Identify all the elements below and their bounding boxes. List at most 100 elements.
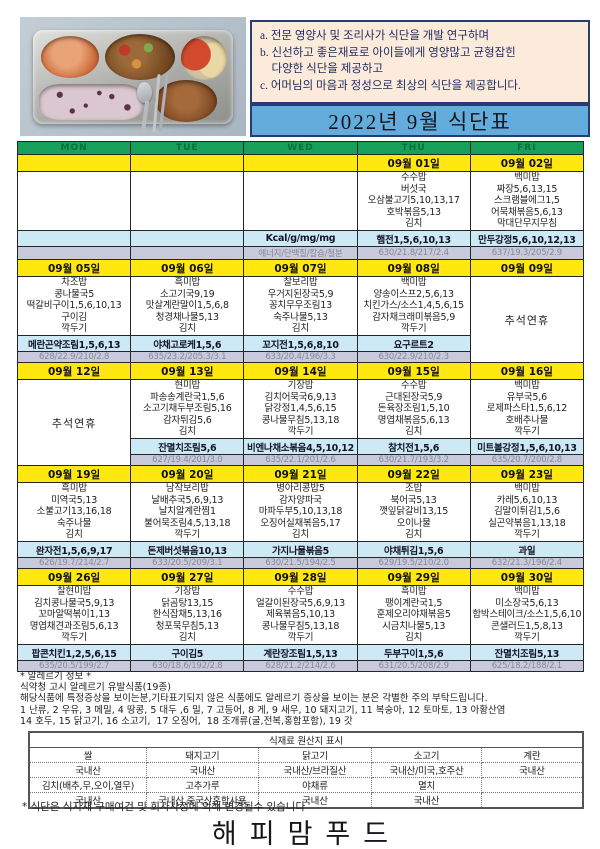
origin-table-body: 쌀 돼지고기 닭고기 소고기 계란 국내산 국내산 국내산/브라질산 국내산/미국,호주산 국내산…	[28, 747, 584, 809]
origin-cell: 국내산	[257, 792, 373, 809]
menu-item: 제육볶음5,10,13	[265, 609, 335, 621]
nutrition-cell: 에너지/단백질/칼슘/철분	[243, 246, 358, 260]
origin-cell: 국내산/미국,호주산	[371, 762, 482, 778]
menu-item: 깍두기	[61, 323, 87, 335]
menu-item: 얼갈이된장국5,6,9,13	[256, 597, 345, 609]
date-cell: 09월 22일	[356, 465, 471, 483]
origin-cell: 소고기	[371, 747, 482, 763]
menu-cell: 백미밥 짜장5,6,13,15 스크램블에그1,5 어묵채볶음5,6,13 막대단무지무…	[469, 171, 585, 231]
menu-cell: 조밥 북어국5,13 깻잎닭갈비13,15 오이나물 김치	[356, 482, 471, 542]
menu-item: 치킨가스/소스1,4,5,6,15	[363, 300, 464, 312]
snack-cell: 미트볼강정1,5,6,10,13	[469, 438, 585, 455]
snack-cell: 완자전1,5,6,9,17	[16, 541, 132, 558]
date-cell: 09월 15일	[356, 362, 471, 380]
company-name: 해피맘푸드	[211, 819, 402, 849]
week-menu-row: 수수밥 버섯국 오삼불고기5,10,13,17 호박볶음5,13 김치 백미밥 짜장5,6,…	[16, 171, 585, 231]
holiday-cell: 추석연휴	[16, 379, 132, 466]
date-cell: 09월 12일	[16, 362, 132, 380]
menu-item: 흑미밥	[400, 586, 427, 598]
origin-cell: 국내산	[480, 762, 584, 778]
menu-item: 김치	[178, 632, 196, 644]
origin-cell: 국내산,중국산혼합사용	[146, 792, 259, 809]
origin-table-head: 식재료 원산지 표시	[28, 731, 584, 748]
nutrition-cell	[130, 246, 245, 260]
menu-item: 찰현미밥	[57, 586, 92, 598]
menu-item: 깍두기	[61, 632, 87, 644]
menu-item: 깍두기	[287, 426, 314, 438]
menu-item: 유부국5,6	[506, 391, 547, 403]
snack-cell: 야채튀김1,5,6	[356, 541, 471, 558]
origin-row: 쌀 돼지고기 닭고기 소고기 계란	[28, 747, 584, 763]
snack-cell: 참치전1,5,6	[356, 438, 471, 455]
date-cell: 09월 07일	[243, 259, 358, 277]
side-dish-compartment	[181, 36, 227, 80]
date-cell: 09월 02일	[469, 154, 585, 172]
date-cell: 09월 28일	[243, 568, 358, 586]
menu-item: 마파두부5,10,13,18	[258, 506, 343, 518]
menu-cell: 흑미밥 소고기국9,19 맛살계란말이1,5,6,8 청경채나물5,13 김치	[130, 276, 245, 336]
menu-item: 김치	[405, 426, 423, 438]
menu-item: 맛살계란말이1,5,6,8	[145, 300, 229, 312]
week-snack-row: 팝콘치킨1,2,5,6,15 구이김5 계란장조림1,5,13 두부구이1,5,6 잔멸…	[16, 644, 585, 661]
menu-item: 실곤약볶음1,13,18	[488, 517, 566, 529]
snack-cell: 과일	[469, 541, 585, 558]
menu-cell: 기장밥 닭곰탕13,15 한식잡채5,13,16 청포묵무침5,13 김치	[130, 585, 245, 645]
snack-cell: 가지나물볶음5	[243, 541, 358, 558]
allergy-info-title: * 알레르기 정보 *	[20, 671, 91, 682]
nutrition-cell: 630/21.7/193/3.2	[356, 454, 471, 466]
menu-item: 조밥	[405, 483, 423, 495]
origin-cell: 멸치	[371, 777, 482, 793]
menu-item: 김치	[405, 218, 423, 230]
date-cell	[130, 154, 245, 172]
date-cell: 09월 21일	[243, 465, 358, 483]
intro-note-line: 다양한 식단을 제공하고	[260, 63, 384, 75]
date-cell: 09월 01일	[356, 154, 471, 172]
menu-item: 백미밥	[514, 483, 540, 495]
menu-cell: 백미밥 양송이스프2,5,6,13 치킨가스/소스1,4,5,6,15 감자채크래미볶…	[356, 276, 471, 336]
menu-item: 시금치나물5,13	[382, 620, 446, 632]
date-cell: 09월 06일	[130, 259, 245, 277]
week-date-row: 09월 26일 09월 27일 09월 28일 09월 29일 09월 30일	[16, 568, 585, 586]
menu-item: 김치	[291, 529, 310, 541]
menu-item: 감자채크래미볶음5,9	[372, 311, 456, 323]
snack-cell: 햄전1,5,6,10,13	[356, 230, 471, 247]
menu-item: 김치	[178, 323, 196, 335]
date-cell: 09월 05일	[16, 259, 132, 277]
menu-item: 오이나물	[396, 517, 431, 529]
origin-cell: 국내산	[28, 792, 148, 809]
menu-item: 함박스테이크/소스1,5,6,10	[472, 609, 582, 621]
origin-cell: 닭고기	[257, 747, 373, 763]
menu-item: 깍두기	[514, 529, 540, 541]
menu-item: 팽이계란국1,5	[385, 597, 443, 609]
nutrition-cell: 633/20.4/196/3.3	[243, 351, 358, 363]
snack-cell: 계란장조림1,5,13	[243, 644, 358, 661]
kimchi-compartment	[41, 36, 99, 78]
menu-item: 깍두기	[400, 323, 427, 335]
menu-cell	[130, 171, 245, 231]
date-cell: 09월 09일	[469, 259, 585, 277]
snack-cell: 만두강정5,6,10,12,13	[469, 230, 585, 247]
nutrition-cell: 635/23.2/205.3/3.1	[130, 351, 245, 363]
origin-cell	[480, 792, 584, 809]
allergy-info: * 알레르기 정보 * 식약청 고시 알레르기 유발식품(19종) 해당식품에 …	[20, 671, 584, 727]
allergy-info-line: 식약청 고시 알레르기 유발식품(19종)	[20, 682, 171, 694]
week-date-row: 09월 19일 09월 20일 09월 21일 09월 22일 09월 23일	[16, 465, 585, 483]
nutrition-cell: 630/21.8/217/2.4	[356, 246, 471, 260]
menu-item: 흑미밥	[61, 483, 87, 495]
calendar-body: 09월 01일 09월 02일 수수밥 버섯국 오삼불고기5,10,13,17 호박볶음5…	[16, 154, 585, 672]
menu-item: 구이김	[61, 311, 87, 323]
menu-item: 로제파스타1,5,6,12	[486, 403, 568, 415]
menu-item: 우거지된장국5,9	[267, 288, 334, 300]
menu-item: 기장밥	[174, 586, 201, 598]
nutrition-cell: 635/20.7/200/2.8	[469, 454, 585, 466]
menu-item: 날배추국5,6,9,13	[151, 494, 224, 506]
origin-row: 김치(배추,무,오이,열무) 고추가루 야채류 멸치	[28, 777, 584, 793]
week-snack-row: 완자전1,5,6,9,17 돈제버섯볶음10,13 가지나물볶음5 야채튀김1,5,6…	[16, 541, 585, 558]
menu-item: 미소장국5,6,13	[495, 597, 559, 609]
menu-item: 콘샐러드1,5,8,13	[490, 620, 563, 632]
menu-item: 청경채나물5,13	[155, 311, 219, 323]
menu-cell: 수수밥 근대된장국5,9 돈육장조림1,5,10 명엽채볶음5,6,13 김치	[356, 379, 471, 439]
menu-item: 백미밥	[514, 380, 540, 392]
origin-table: 식재료 원산지 표시 쌀 돼지고기 닭고기 소고기 계란 국내산 국내산 국내산/브라질산 국내…	[28, 731, 584, 809]
snack-cell: 잔멸치조림5,6	[130, 438, 245, 455]
